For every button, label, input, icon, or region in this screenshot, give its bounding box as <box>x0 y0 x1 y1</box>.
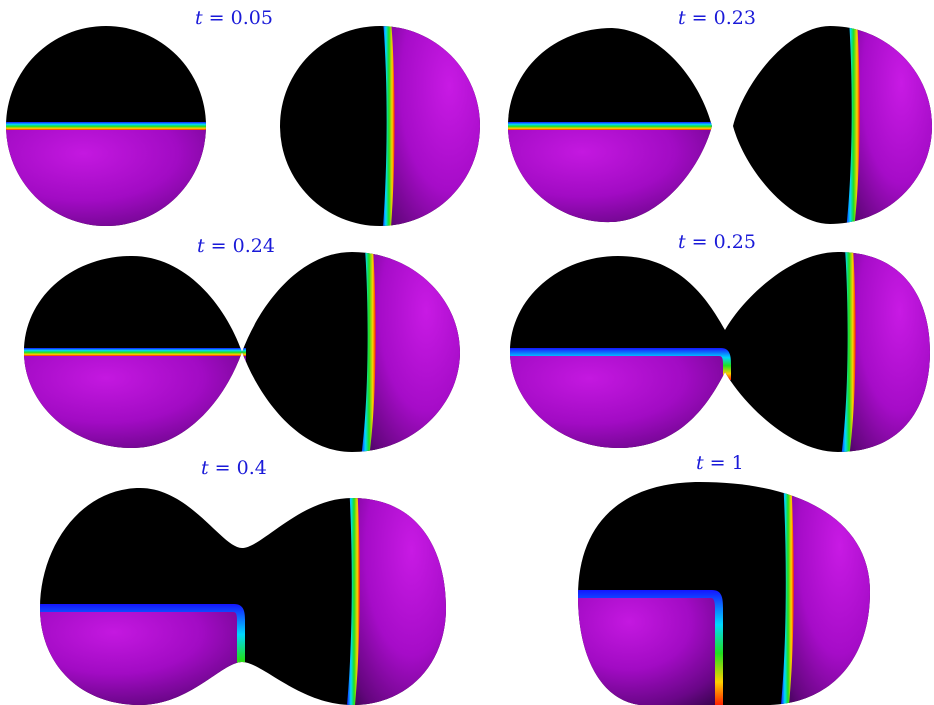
panel-3 <box>24 252 460 452</box>
interface-line <box>781 482 794 705</box>
droplet-left <box>6 26 206 226</box>
panel-2 <box>508 26 932 224</box>
panel-4 <box>510 252 930 452</box>
panel-1 <box>6 26 480 226</box>
interface-line <box>6 122 206 130</box>
panel-3-label: t = 0.24 <box>197 235 275 257</box>
interface-line <box>508 122 716 130</box>
panel-1-label: t = 0.05 <box>195 7 273 29</box>
panel-6 <box>578 482 870 705</box>
panel-2-label: t = 0.23 <box>678 7 756 29</box>
interface-line <box>510 348 731 380</box>
interface-line <box>846 26 860 224</box>
interface-line <box>382 26 395 226</box>
panel-4-label: t = 0.25 <box>678 231 756 253</box>
interface-line <box>24 348 246 356</box>
droplet-right <box>280 26 480 226</box>
panel-5 <box>40 488 446 705</box>
interface-line <box>347 488 360 705</box>
interface-line <box>361 252 376 452</box>
interface-line <box>841 252 856 452</box>
panel-5-label: t = 0.4 <box>201 457 267 479</box>
panel-6-label: t = 1 <box>696 452 744 474</box>
